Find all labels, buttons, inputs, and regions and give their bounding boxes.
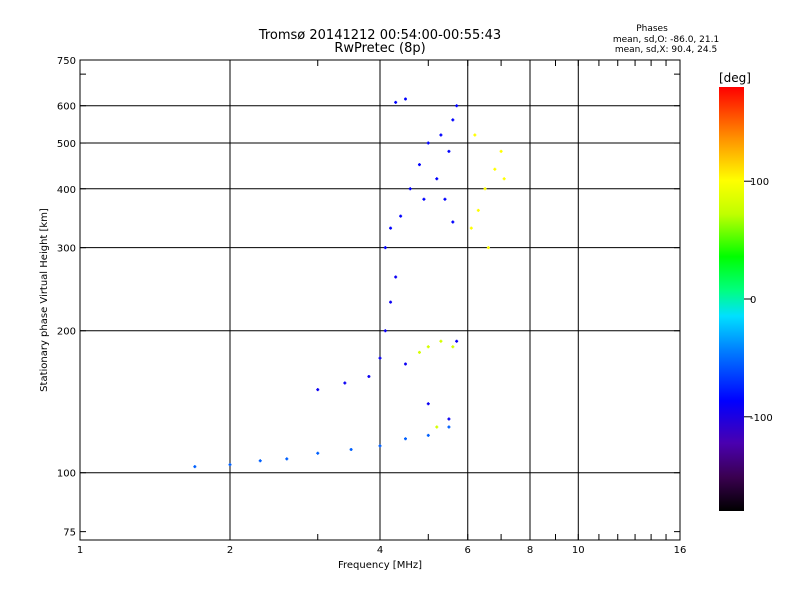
data-point (389, 300, 393, 304)
data-point (451, 345, 455, 349)
data-point (417, 163, 421, 167)
data-point (349, 447, 353, 451)
data-point (399, 214, 403, 218)
data-point (343, 381, 347, 385)
data-point (455, 104, 459, 108)
data-point (422, 197, 426, 201)
data-point (455, 339, 459, 343)
y-axis-ticks: 75 100 200 300 400 500 600 750 (57, 56, 680, 539)
y-tick-label: 500 (57, 139, 76, 150)
data-point (403, 97, 407, 101)
data-point (443, 197, 447, 201)
data-point (502, 177, 506, 181)
data-point (408, 187, 412, 191)
data-point (447, 417, 451, 421)
data-point (483, 187, 487, 191)
stats-header: Phases (636, 24, 668, 34)
colorbar-tick-label: 0 (750, 295, 756, 306)
data-point (447, 149, 451, 153)
x-tick-label: 6 (465, 545, 471, 556)
x-tick-label: 8 (527, 545, 533, 556)
scatter-points (193, 97, 506, 469)
data-point (469, 226, 473, 230)
data-point (316, 451, 320, 455)
data-point (258, 459, 262, 463)
data-point (378, 356, 382, 360)
data-point (367, 374, 371, 378)
data-point (389, 226, 393, 230)
y-axis-label: Stationary phase Virtual Height [km] (39, 208, 50, 392)
data-point (473, 133, 477, 137)
data-point (426, 345, 430, 349)
stats-o-mode: mean, sd,O: -86.0, 21.1 (613, 35, 719, 45)
data-point (426, 402, 430, 406)
data-point (228, 463, 232, 467)
data-point (476, 208, 480, 212)
data-point (193, 465, 197, 469)
colorbar-label: [deg] (719, 71, 751, 85)
data-point (394, 275, 398, 279)
data-point (439, 339, 443, 343)
x-tick-label: 4 (377, 545, 383, 556)
data-point (426, 433, 430, 437)
data-point (394, 100, 398, 104)
data-point (435, 177, 439, 181)
colorbar-tick-label: 100 (750, 177, 769, 188)
stats-x-mode: mean, sd,X: 90.4, 24.5 (615, 45, 717, 55)
x-tick-label: 10 (572, 545, 585, 556)
y-tick-label: 100 (57, 469, 76, 480)
data-point (316, 388, 320, 392)
y-tick-label: 400 (57, 185, 76, 196)
data-point (285, 457, 289, 461)
data-point (417, 350, 421, 354)
data-point (439, 133, 443, 137)
y-tick-label: 600 (57, 102, 76, 113)
grid-layer (80, 60, 680, 540)
data-point (451, 118, 455, 122)
data-point (447, 425, 451, 429)
data-point (426, 141, 430, 145)
data-point (378, 444, 382, 448)
data-point (451, 220, 455, 224)
data-point (499, 149, 503, 153)
chart-title: Tromsø 20141212 00:54:00-00:55:43 (258, 28, 501, 43)
y-tick-label: 750 (57, 56, 76, 67)
colorbar (719, 87, 744, 511)
y-tick-label: 200 (57, 327, 76, 338)
x-tick-label: 2 (227, 545, 233, 556)
y-tick-label: 75 (63, 528, 76, 539)
data-point (383, 246, 387, 250)
colorbar-ticks: 100 0 -100 (744, 177, 773, 424)
x-axis-label: Frequency [MHz] (338, 560, 422, 571)
x-tick-label: 1 (77, 545, 83, 556)
y-tick-label: 300 (57, 244, 76, 255)
data-point (493, 167, 497, 171)
colorbar-tick-label: -100 (750, 413, 773, 424)
x-axis-ticks: 1 2 4 6 8 10 16 (77, 60, 687, 556)
data-point (403, 437, 407, 441)
x-tick-label: 16 (674, 545, 687, 556)
data-point (383, 329, 387, 333)
data-point (435, 425, 439, 429)
chart-subtitle: RwPretec (8p) (334, 41, 425, 56)
data-point (486, 246, 490, 250)
data-point (403, 362, 407, 366)
